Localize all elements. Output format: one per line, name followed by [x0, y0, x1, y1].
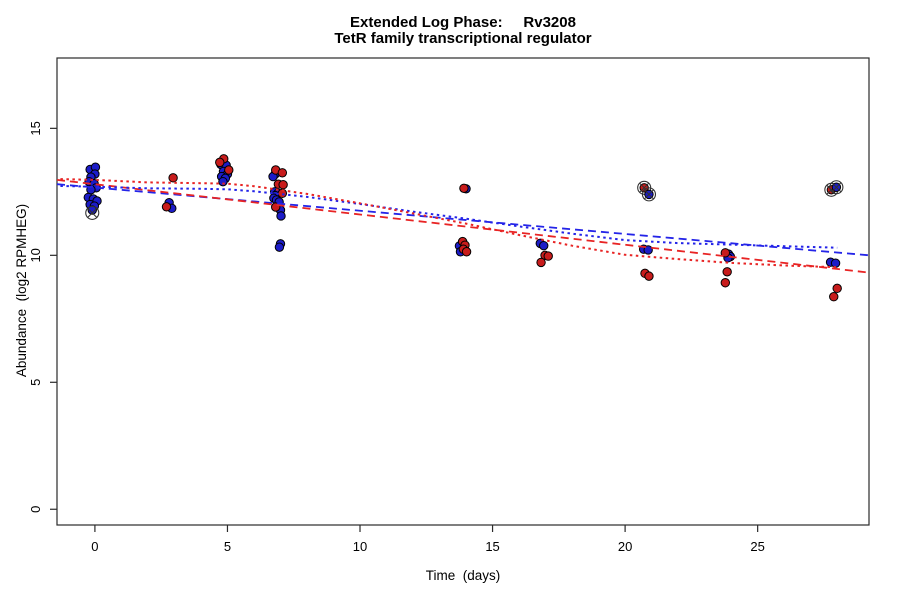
x-tick-label: 20 [618, 539, 632, 554]
y-tick-label: 0 [28, 506, 43, 513]
blue-replicate-point [276, 211, 286, 221]
red-replicate-point [536, 257, 546, 268]
blue-replicate-point [830, 258, 841, 268]
x-tick-label: 10 [353, 539, 367, 554]
flag-circle-icon [85, 205, 100, 220]
red-replicate-point [215, 157, 225, 168]
red-replicate-point [720, 278, 731, 288]
y-tick-label: 10 [28, 248, 43, 262]
x-axis-label: Time (days) [425, 568, 501, 583]
flag-x-icon [87, 207, 98, 218]
red-dashed-linear-fit [56, 179, 870, 274]
x-tick-label: 5 [224, 539, 231, 554]
chart-title: Extended Log Phase: Rv3208 [350, 14, 576, 31]
red-dotted-lowess-fit [60, 178, 838, 269]
flag-x-icon [643, 189, 654, 200]
flag-x-icon [639, 182, 650, 193]
flag-circle-icon [641, 187, 657, 202]
blue-replicate-point [539, 240, 549, 251]
red-replicate-point [278, 180, 288, 190]
x-tick-label: 0 [91, 539, 98, 554]
blue-dotted-lowess-fit [60, 185, 838, 249]
red-replicate-point [161, 202, 172, 212]
red-replicate-point [722, 267, 732, 277]
blue-replicate-point [274, 242, 285, 252]
y-tick-label: 5 [28, 379, 43, 386]
red-replicate-point [644, 271, 654, 281]
red-replicate-point [829, 292, 839, 302]
red-replicate-point [832, 283, 842, 294]
flag-circle-icon [829, 180, 844, 195]
red-replicate-point [168, 173, 178, 183]
x-tick-label: 15 [485, 539, 499, 554]
x-tick-label: 25 [750, 539, 764, 554]
y-axis-label: Abundance (log2 RPMHEG) [14, 203, 29, 378]
y-tick-label: 15 [28, 121, 43, 135]
flag-x-icon [831, 182, 842, 193]
red-replicate-point [543, 251, 553, 261]
chart-subtitle: TetR family transcriptional regulator [334, 30, 592, 47]
red-replicate-point [459, 183, 469, 193]
red-replicate-point [461, 247, 472, 257]
blue-replicate-point [218, 176, 228, 187]
plot-box [56, 57, 870, 526]
red-replicate-point [277, 168, 288, 178]
red-replicate-point [720, 248, 731, 258]
red-replicate-point [224, 165, 234, 175]
